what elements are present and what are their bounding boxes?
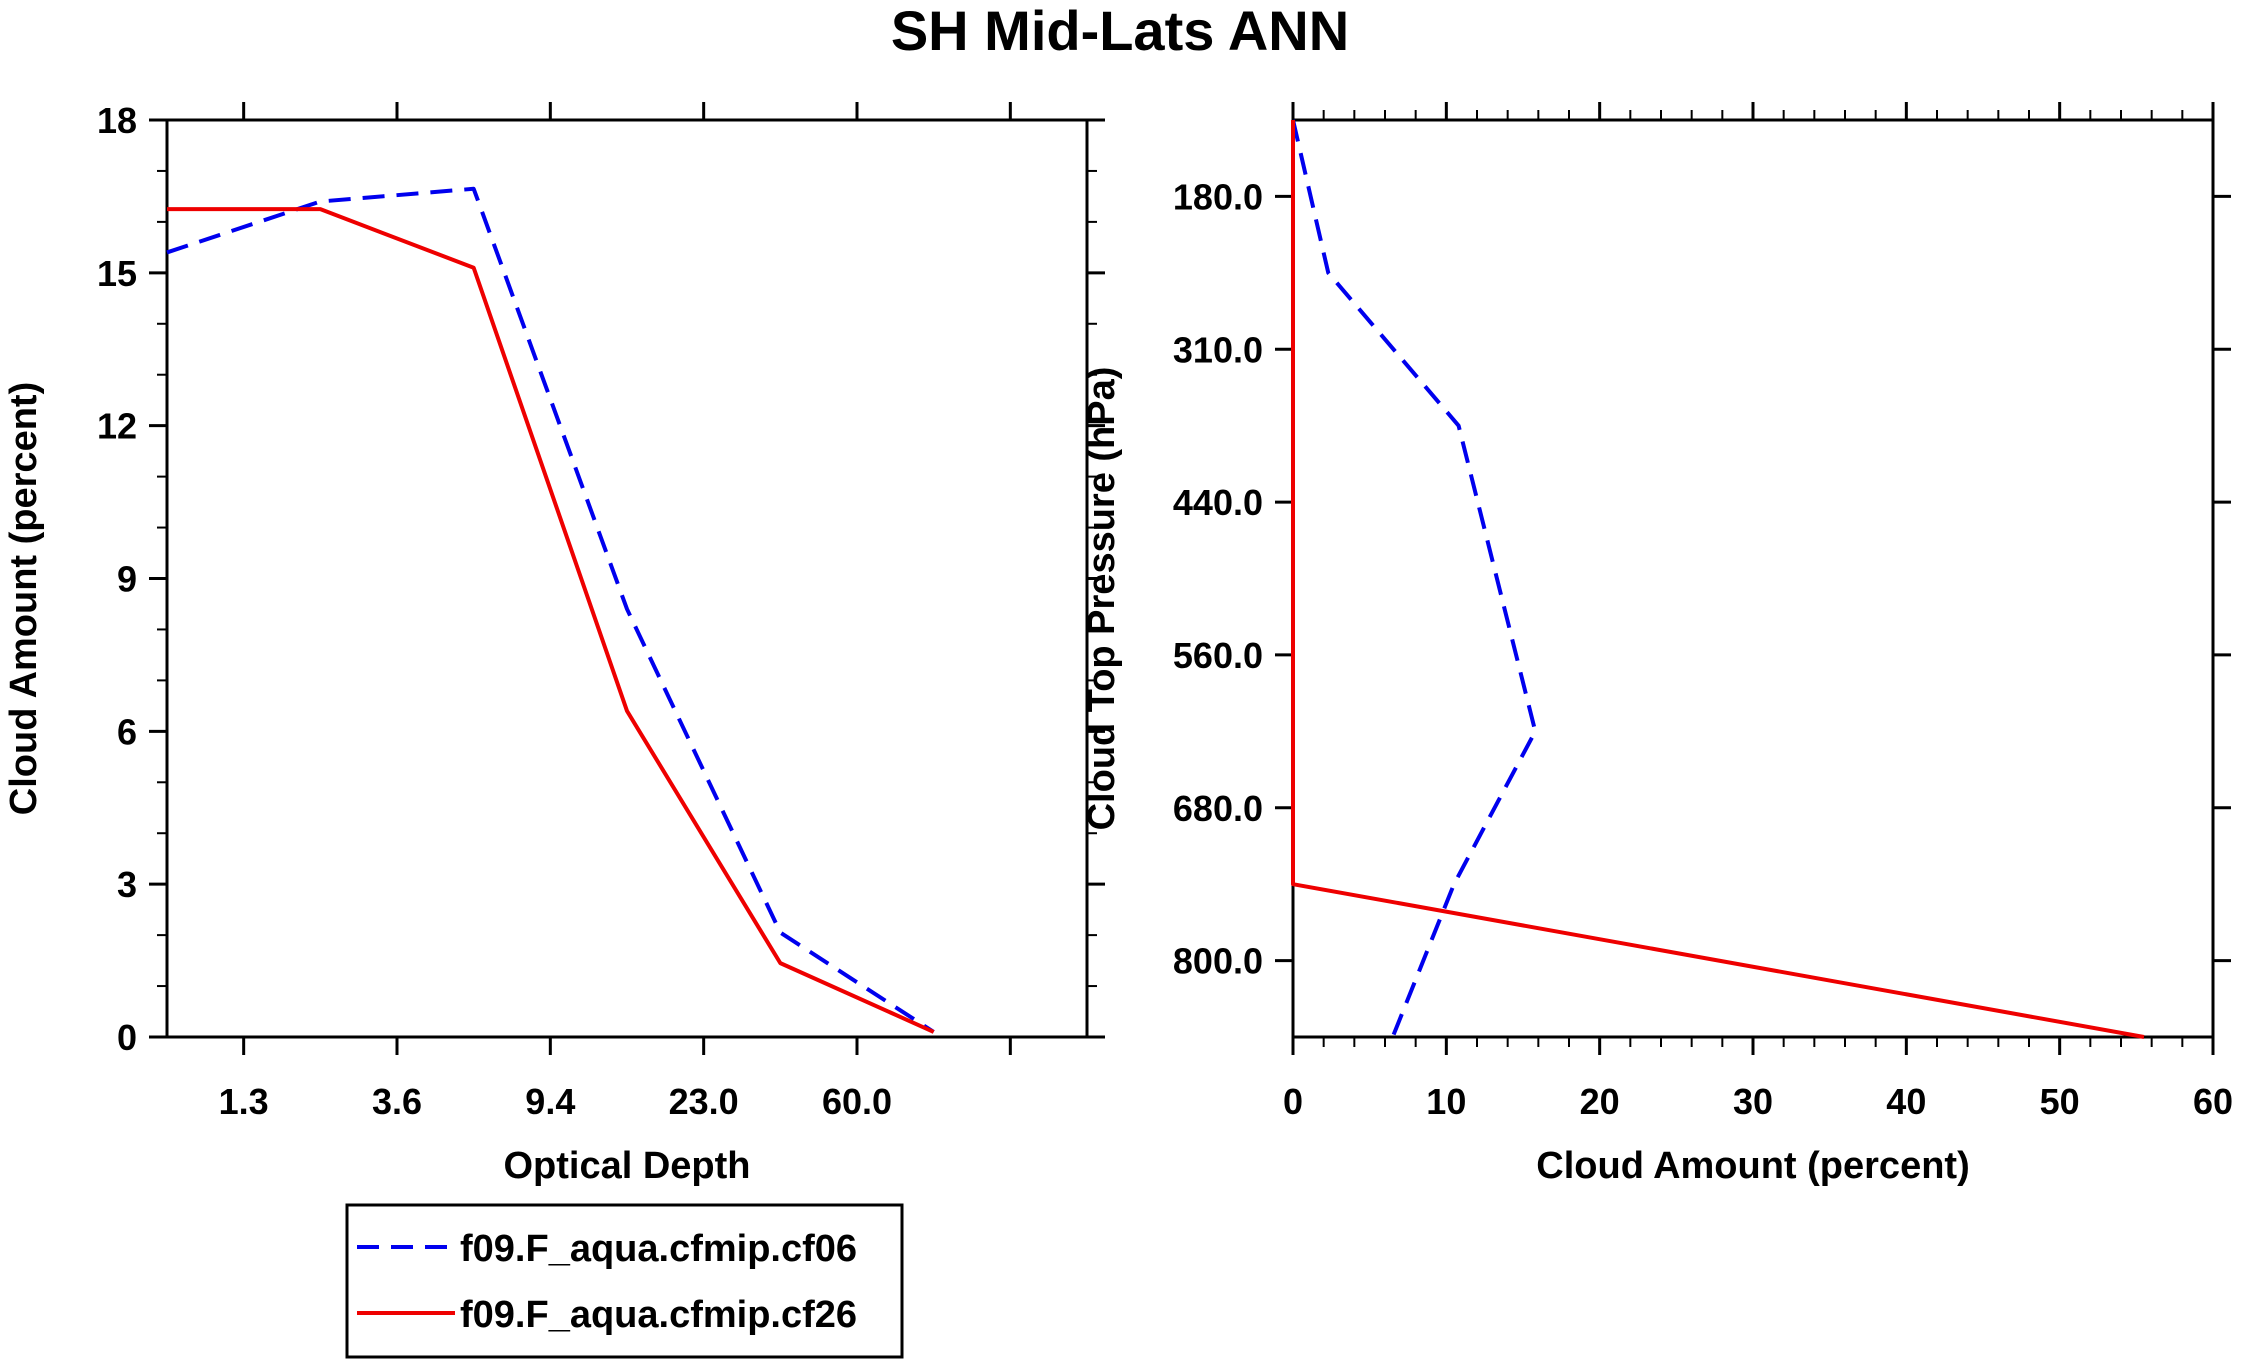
left-y-tick-label: 6 bbox=[117, 711, 137, 752]
right-y-tick-label: 310.0 bbox=[1173, 329, 1263, 370]
left-x-tick-label: 3.6 bbox=[372, 1081, 422, 1122]
right-y-axis-label: Cloud Top Pressure (hPa) bbox=[1081, 367, 1123, 831]
right-y-tick-label: 180.0 bbox=[1173, 176, 1263, 217]
left-x-axis-label: Optical Depth bbox=[503, 1145, 750, 1187]
right-x-tick-label: 30 bbox=[1733, 1081, 1773, 1122]
right-y-tick-label: 440.0 bbox=[1173, 482, 1263, 523]
left-plot-frame bbox=[165, 118, 1089, 1039]
legend-label-cf26: f09.F_aqua.cfmip.cf26 bbox=[460, 1294, 857, 1336]
left-x-tick-label: 23.0 bbox=[669, 1081, 739, 1122]
right-x-tick-label: 40 bbox=[1886, 1081, 1926, 1122]
right-series-line-cf06 bbox=[1291, 119, 1538, 1038]
chart-title: SH Mid-Lats ANN bbox=[891, 0, 1349, 62]
left-y-tick-label: 12 bbox=[97, 406, 137, 447]
optical-depth-panel: 0 3 6 9 12 15 18 1.3 3.6 9.4 23.0 60.0 Optical Depth… bbox=[3, 100, 1105, 1187]
right-y-tick-label: 560.0 bbox=[1173, 635, 1263, 676]
right-x-axis-label: Cloud Amount (percent) bbox=[1536, 1145, 1969, 1187]
left-y-tick-label: 15 bbox=[97, 253, 137, 294]
legend-label-cf06: f09.F_aqua.cfmip.cf06 bbox=[460, 1228, 857, 1270]
right-series-line-cf26 bbox=[1291, 120, 2145, 1039]
left-y-tick-label: 18 bbox=[97, 100, 137, 141]
left-x-tick-label: 60.0 bbox=[822, 1081, 892, 1122]
left-y-tick-label: 9 bbox=[117, 559, 137, 600]
cloud-top-pressure-panel: 0 10 20 30 40 50 60 180.0 310.0 440.0 560.0 680.0 80… bbox=[1081, 102, 2233, 1187]
right-y-tick-label: 680.0 bbox=[1173, 788, 1263, 829]
right-x-tick-label: 20 bbox=[1580, 1081, 1620, 1122]
right-y-tick-label: 800.0 bbox=[1173, 941, 1263, 982]
right-x-tick-label: 50 bbox=[2040, 1081, 2080, 1122]
right-x-tick-label: 60 bbox=[2193, 1081, 2233, 1122]
left-y-axis-label: Cloud Amount (percent) bbox=[3, 382, 45, 815]
right-x-tick-label: 10 bbox=[1426, 1081, 1466, 1122]
left-y-tick-label: 0 bbox=[117, 1017, 137, 1058]
legend-box bbox=[345, 1203, 904, 1359]
left-x-tick-label: 1.3 bbox=[219, 1081, 269, 1122]
left-series-line-cf06 bbox=[166, 186, 935, 1034]
right-plot-frame bbox=[1291, 118, 2215, 1039]
left-series-line-cf26 bbox=[167, 207, 935, 1034]
legend: f09.F_aqua.cfmip.cf06 f09.F_aqua.cfmip.c… bbox=[345, 1203, 904, 1359]
left-y-tick-label: 3 bbox=[117, 864, 137, 905]
left-x-tick-label: 9.4 bbox=[525, 1081, 575, 1122]
right-x-tick-label: 0 bbox=[1283, 1081, 1303, 1122]
